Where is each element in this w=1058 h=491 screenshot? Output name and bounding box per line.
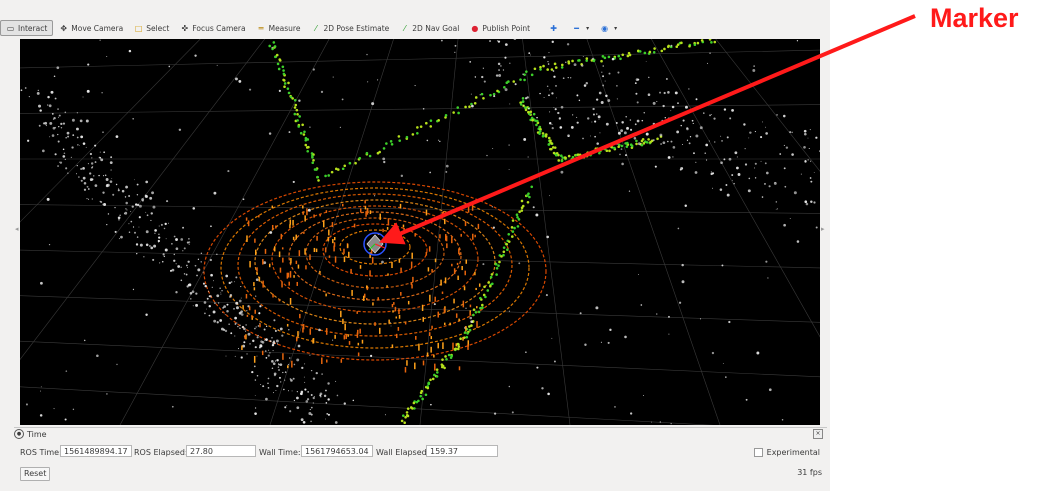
plus-icon: ✚ — [550, 23, 557, 33]
measure-icon: ═ — [258, 23, 264, 33]
wall-time-label: Wall Time: — [259, 448, 301, 457]
ros-elapsed-label: ROS Elapsed: — [134, 448, 188, 457]
checkbox-icon — [753, 448, 763, 457]
rviz-window: ▭ Interact ✥ Move Camera □ Select ✜ Focu… — [0, 0, 830, 491]
ros-time-field[interactable]: 1561489894.17 — [60, 445, 132, 457]
add-tool-button[interactable]: ✚ — [544, 20, 566, 36]
view-tool-button[interactable]: ◉ ▾ — [595, 20, 622, 36]
right-splitter-handle[interactable]: ▸ — [821, 225, 825, 233]
fps-counter: 31 fps — [797, 468, 822, 477]
interact-label: Interact — [18, 23, 48, 33]
nav-goal-label: 2D Nav Goal — [412, 23, 460, 33]
minus-icon: ━ — [574, 23, 579, 33]
measure-label: Measure — [268, 23, 301, 33]
pose-estimate-label: 2D Pose Estimate — [323, 23, 390, 33]
wall-elapsed-field[interactable]: 159.37 — [426, 445, 498, 457]
ros-time-label: ROS Time: — [20, 448, 62, 457]
move-camera-icon: ✥ — [60, 23, 68, 33]
move-camera-label: Move Camera — [71, 23, 124, 33]
reset-button[interactable]: Reset — [20, 467, 51, 481]
focus-camera-icon: ✜ — [181, 23, 189, 33]
chevron-down-icon: ▾ — [586, 24, 590, 32]
focus-camera-tool[interactable]: ✜ Focus Camera — [175, 20, 250, 36]
3d-viewport[interactable] — [20, 39, 820, 425]
pose-estimate-tool[interactable]: ⁄ 2D Pose Estimate — [306, 20, 394, 36]
select-label: Select — [146, 23, 170, 33]
time-panel-header: ● Time × — [14, 427, 827, 440]
nav-goal-tool[interactable]: ⁄ 2D Nav Goal — [395, 20, 464, 36]
measure-tool[interactable]: ═ Measure — [252, 20, 306, 36]
marker-annotation-label: Marker — [930, 3, 1019, 33]
focus-camera-label: Focus Camera — [192, 23, 246, 33]
move-camera-tool[interactable]: ✥ Move Camera — [54, 20, 128, 36]
clock-icon: ● — [14, 429, 24, 439]
eye-icon: ◉ — [601, 23, 609, 33]
ros-elapsed-field[interactable]: 27.80 — [186, 445, 256, 457]
interact-tool[interactable]: ▭ Interact — [0, 20, 54, 36]
experimental-label: Experimental — [766, 448, 820, 457]
left-splitter-handle[interactable]: ◂ — [15, 225, 19, 233]
nav-goal-icon: ⁄ — [404, 23, 406, 33]
wall-time-field[interactable]: 1561794653.04 — [301, 445, 373, 457]
remove-tool-button[interactable]: ━ ▾ — [567, 20, 594, 36]
close-icon[interactable]: × — [813, 429, 823, 439]
publish-point-label: Publish Point — [482, 23, 531, 33]
toolbar: ▭ Interact ✥ Move Camera □ Select ✜ Focu… — [0, 18, 830, 38]
cursor-icon: ▭ — [6, 23, 15, 33]
status-bar: Reset 31 fps — [20, 467, 828, 481]
select-tool[interactable]: □ Select — [129, 20, 174, 36]
experimental-checkbox[interactable]: Experimental — [753, 448, 820, 457]
select-icon: □ — [134, 23, 143, 33]
pose-estimate-icon: ⁄ — [315, 23, 317, 33]
time-panel-title: Time — [27, 429, 47, 439]
publish-point-icon: ● — [471, 23, 479, 33]
chevron-down-icon: ▾ — [614, 24, 618, 32]
point-cloud-render — [20, 39, 820, 425]
time-panel: ROS Time: 1561489894.17 ROS Elapsed: 27.… — [20, 445, 828, 461]
publish-point-tool[interactable]: ● Publish Point — [465, 20, 535, 36]
wall-elapsed-label: Wall Elapsed: — [376, 448, 430, 457]
